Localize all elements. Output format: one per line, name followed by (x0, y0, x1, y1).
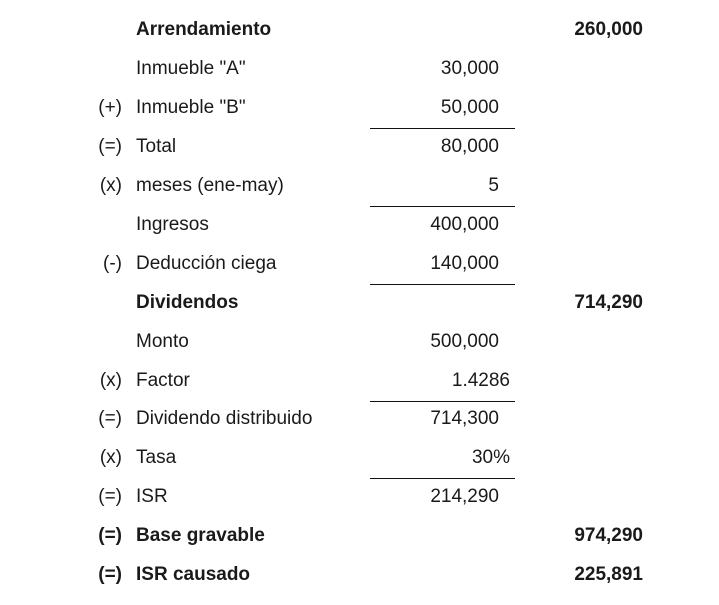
operator: (=) (98, 486, 122, 507)
sum-rule (370, 401, 515, 402)
section-total: 225,891 (574, 564, 643, 585)
operator: (=) (98, 136, 122, 157)
operator: (+) (98, 97, 122, 118)
row-label: Deducción ciega (136, 253, 277, 274)
operator: (x) (99, 175, 122, 196)
row-meses: (x) meses (ene-may) 5 (0, 166, 719, 205)
section-total: 714,290 (574, 292, 643, 313)
sum-rule (370, 206, 515, 207)
row-label: Inmueble "B" (136, 97, 246, 118)
row-value: 214,290 (430, 486, 499, 507)
row-ingresos: Ingresos 400,000 (0, 205, 719, 244)
row-label: meses (ene-may) (136, 175, 284, 196)
row-value: 714,300 (430, 408, 499, 429)
sum-rule (370, 128, 515, 129)
row-value: 5 (488, 175, 499, 196)
row-monto: Monto 500,000 (0, 322, 719, 361)
sum-rule (370, 284, 515, 285)
sum-rule (370, 478, 515, 479)
row-label: Ingresos (136, 214, 209, 235)
row-label: Total (136, 136, 177, 157)
operator: (=) (98, 408, 122, 429)
row-arrendamiento: Arrendamiento 260,000 (0, 10, 719, 49)
row-label: Factor (136, 370, 190, 391)
row-isr-causado: (=) ISR causado 225,891 (0, 555, 719, 594)
row-base-gravable: (=) Base gravable 974,290 (0, 516, 719, 555)
row-label: Tasa (136, 447, 177, 468)
row-value: 30% (471, 447, 510, 468)
row-label: Monto (136, 331, 189, 352)
row-inmueble-b: (+) Inmueble "B" 50,000 (0, 88, 719, 127)
section-total: 260,000 (574, 19, 643, 40)
row-label: Inmueble "A" (136, 58, 246, 79)
row-factor: (x) Factor 1.4286 (0, 361, 719, 400)
row-inmueble-a: Inmueble "A" 30,000 (0, 49, 719, 88)
row-dividendos: Dividendos 714,290 (0, 283, 719, 322)
section-heading: Dividendos (136, 292, 239, 313)
row-value: 1.4286 (451, 370, 510, 391)
section-heading: ISR causado (136, 564, 251, 585)
row-total: (=) Total 80,000 (0, 127, 719, 166)
row-value: 400,000 (430, 214, 499, 235)
row-value: 140,000 (430, 253, 499, 274)
operator: (x) (99, 370, 122, 391)
row-isr: (=) ISR 214,290 (0, 477, 719, 516)
row-label: Dividendo distribuido (136, 408, 313, 429)
row-tasa: (x) Tasa 30% (0, 438, 719, 477)
row-label: ISR (136, 486, 168, 507)
section-heading: Arrendamiento (136, 19, 272, 40)
section-heading: Base gravable (136, 525, 265, 546)
operator: (-) (103, 253, 122, 274)
section-total: 974,290 (574, 525, 643, 546)
row-value: 80,000 (440, 136, 499, 157)
operator: (=) (98, 564, 122, 585)
row-value: 30,000 (440, 58, 499, 79)
row-value: 50,000 (440, 97, 499, 118)
row-value: 500,000 (430, 331, 499, 352)
row-deduccion: (-) Deducción ciega 140,000 (0, 244, 719, 283)
row-dividendo-distribuido: (=) Dividendo distribuido 714,300 (0, 399, 719, 438)
operator: (x) (99, 447, 122, 468)
operator: (=) (98, 525, 122, 546)
